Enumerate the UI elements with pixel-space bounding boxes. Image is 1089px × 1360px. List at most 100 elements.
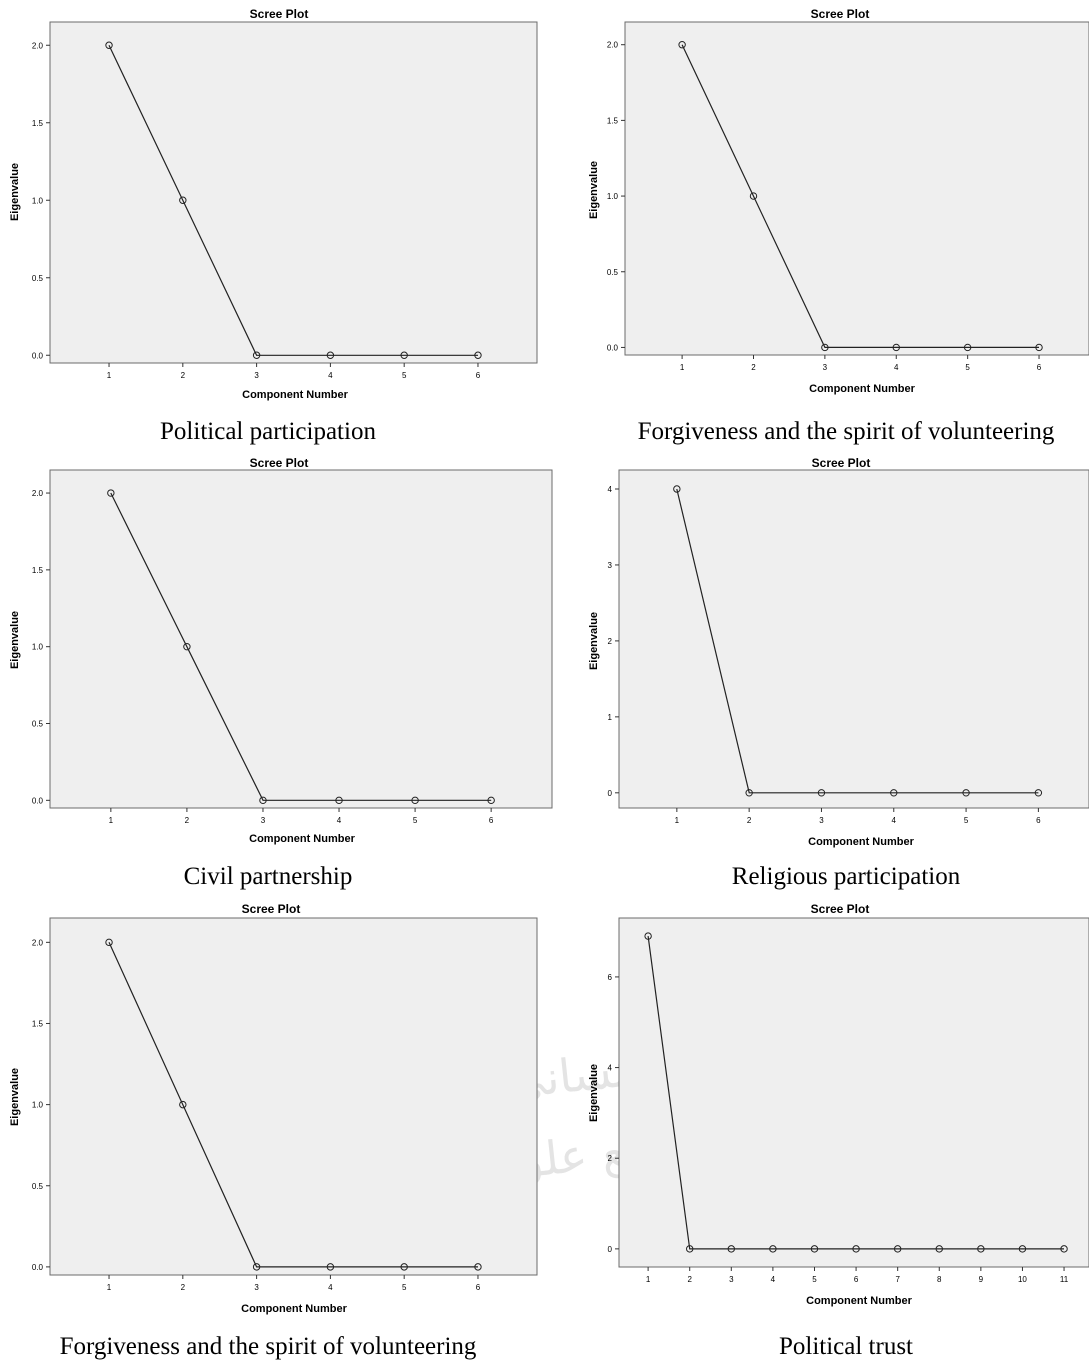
x-tick-label: 4 [892,816,897,825]
y-axis-label: Eigenvalue [588,612,600,670]
plot-area [618,917,1089,1268]
chart-title: Scree Plot [250,456,309,470]
x-tick-label: 3 [254,1283,259,1292]
data-point [892,343,900,352]
scree-plot-panel-6: 0 2 4 6 1 2 3 4 5 6 7 8 9 10 11 Scree Plot Eigenvalue Com… [588,902,1089,1360]
x-tick-label: 4 [328,1283,333,1292]
y-axis-label: Eigenvalue [9,1068,21,1126]
data-point [335,796,343,805]
data-point [727,1245,736,1253]
scree-plot-panel-3: 0.0 0.5 1.0 1.5 2.0 1 2 3 4 5 6 Scree Plot Eigenvalu… [9,456,553,890]
data-point [105,938,113,947]
y-tick-label: 2 [608,1154,613,1163]
data-point [400,1263,408,1271]
data-point [400,351,408,359]
data-point [487,796,495,805]
data-point [678,41,686,49]
y-tick-label: 0.0 [32,1263,44,1272]
y-axis-label: Eigenvalue [588,161,600,219]
data-point [259,796,267,805]
x-tick-label: 1 [107,371,112,380]
x-tick-label: 6 [489,816,494,825]
x-tick-label: 7 [895,1275,900,1284]
y-tick-label: 4 [608,485,613,494]
data-point [326,1263,335,1271]
data-point [745,789,753,797]
data-point [821,343,829,352]
data-point [1018,1245,1027,1253]
data-point [474,351,482,359]
x-axis-label: Component Number [808,836,914,848]
y-tick-label: 3 [608,561,613,570]
series-line [681,44,1039,348]
x-tick-label: 9 [979,1275,984,1284]
scree-plot-panel-4: 0 1 2 3 4 1 2 3 4 5 6 Scree Plot Eigenvalue Component… [588,456,1089,890]
x-axis-label: Component Number [806,1295,912,1307]
x-tick-label: 3 [254,371,259,380]
data-point [183,642,191,651]
x-tick-label: 1 [107,1283,112,1292]
data-point [893,1245,902,1253]
chart-title: Scree Plot [812,456,871,470]
chart-title: Scree Plot [811,7,870,21]
x-tick-label: 3 [819,816,824,825]
x-tick-label: 1 [675,816,680,825]
y-tick-label: 0.0 [607,343,619,352]
y-tick-label: 0.0 [32,796,44,805]
x-tick-label: 3 [729,1275,734,1284]
series-line [676,488,1039,794]
x-tick-label: 2 [181,1283,186,1292]
panel-caption: Political trust [779,1333,913,1360]
x-tick-label: 5 [413,816,418,825]
data-point [810,1245,819,1253]
plot-area [618,469,1089,809]
x-tick-label: 5 [964,816,969,825]
series-line [110,492,492,801]
data-point [411,796,419,805]
data-point [673,485,681,493]
y-tick-label: 6 [608,973,613,982]
x-tick-label: 4 [771,1275,776,1284]
data-point [326,351,335,359]
data-point [1034,789,1043,797]
y-tick-label: 1.5 [32,1019,44,1028]
x-tick-label: 3 [261,816,266,825]
plot-area [49,917,538,1276]
x-tick-label: 6 [854,1275,859,1284]
x-tick-label: 4 [328,371,333,380]
y-tick-label: 1.0 [32,1101,44,1110]
data-point [252,351,261,359]
x-tick-label: 4 [337,816,342,825]
data-point [179,1100,187,1109]
y-tick-label: 0.5 [32,274,44,283]
x-tick-label: 11 [1060,1275,1069,1284]
scree-plot-panel-1: 0.0 0.5 1.0 1.5 2.0 1 2 3 4 5 6 Scree Plot Eigenvalu… [9,7,538,445]
data-point [890,789,898,797]
data-point [105,41,113,49]
y-tick-label: 1.0 [32,196,44,205]
x-tick-label: 10 [1018,1275,1027,1284]
chart-title: Scree Plot [242,902,301,916]
data-point [769,1245,777,1253]
y-tick-label: 0 [608,1245,613,1254]
data-point [686,1245,694,1253]
y-axis-label: Eigenvalue [588,1064,600,1122]
panel-caption: Religious participation [732,863,961,890]
x-tick-label: 5 [812,1275,817,1284]
y-tick-label: 0.5 [32,1182,44,1191]
y-tick-label: 1.0 [607,192,619,201]
data-point [935,1245,943,1253]
x-tick-label: 2 [185,816,190,825]
x-tick-label: 3 [823,363,828,372]
x-tick-label: 6 [476,1283,481,1292]
panel-caption: Forgiveness and the spirit of volunteeri… [638,418,1055,445]
series-line [108,942,478,1268]
x-axis-label: Component Number [809,383,915,395]
x-tick-label: 4 [894,363,899,372]
data-point [252,1263,261,1271]
y-tick-label: 2.0 [32,41,44,50]
x-tick-label: 6 [476,371,481,380]
series-line [108,45,478,356]
y-tick-label: 0.5 [607,268,619,277]
